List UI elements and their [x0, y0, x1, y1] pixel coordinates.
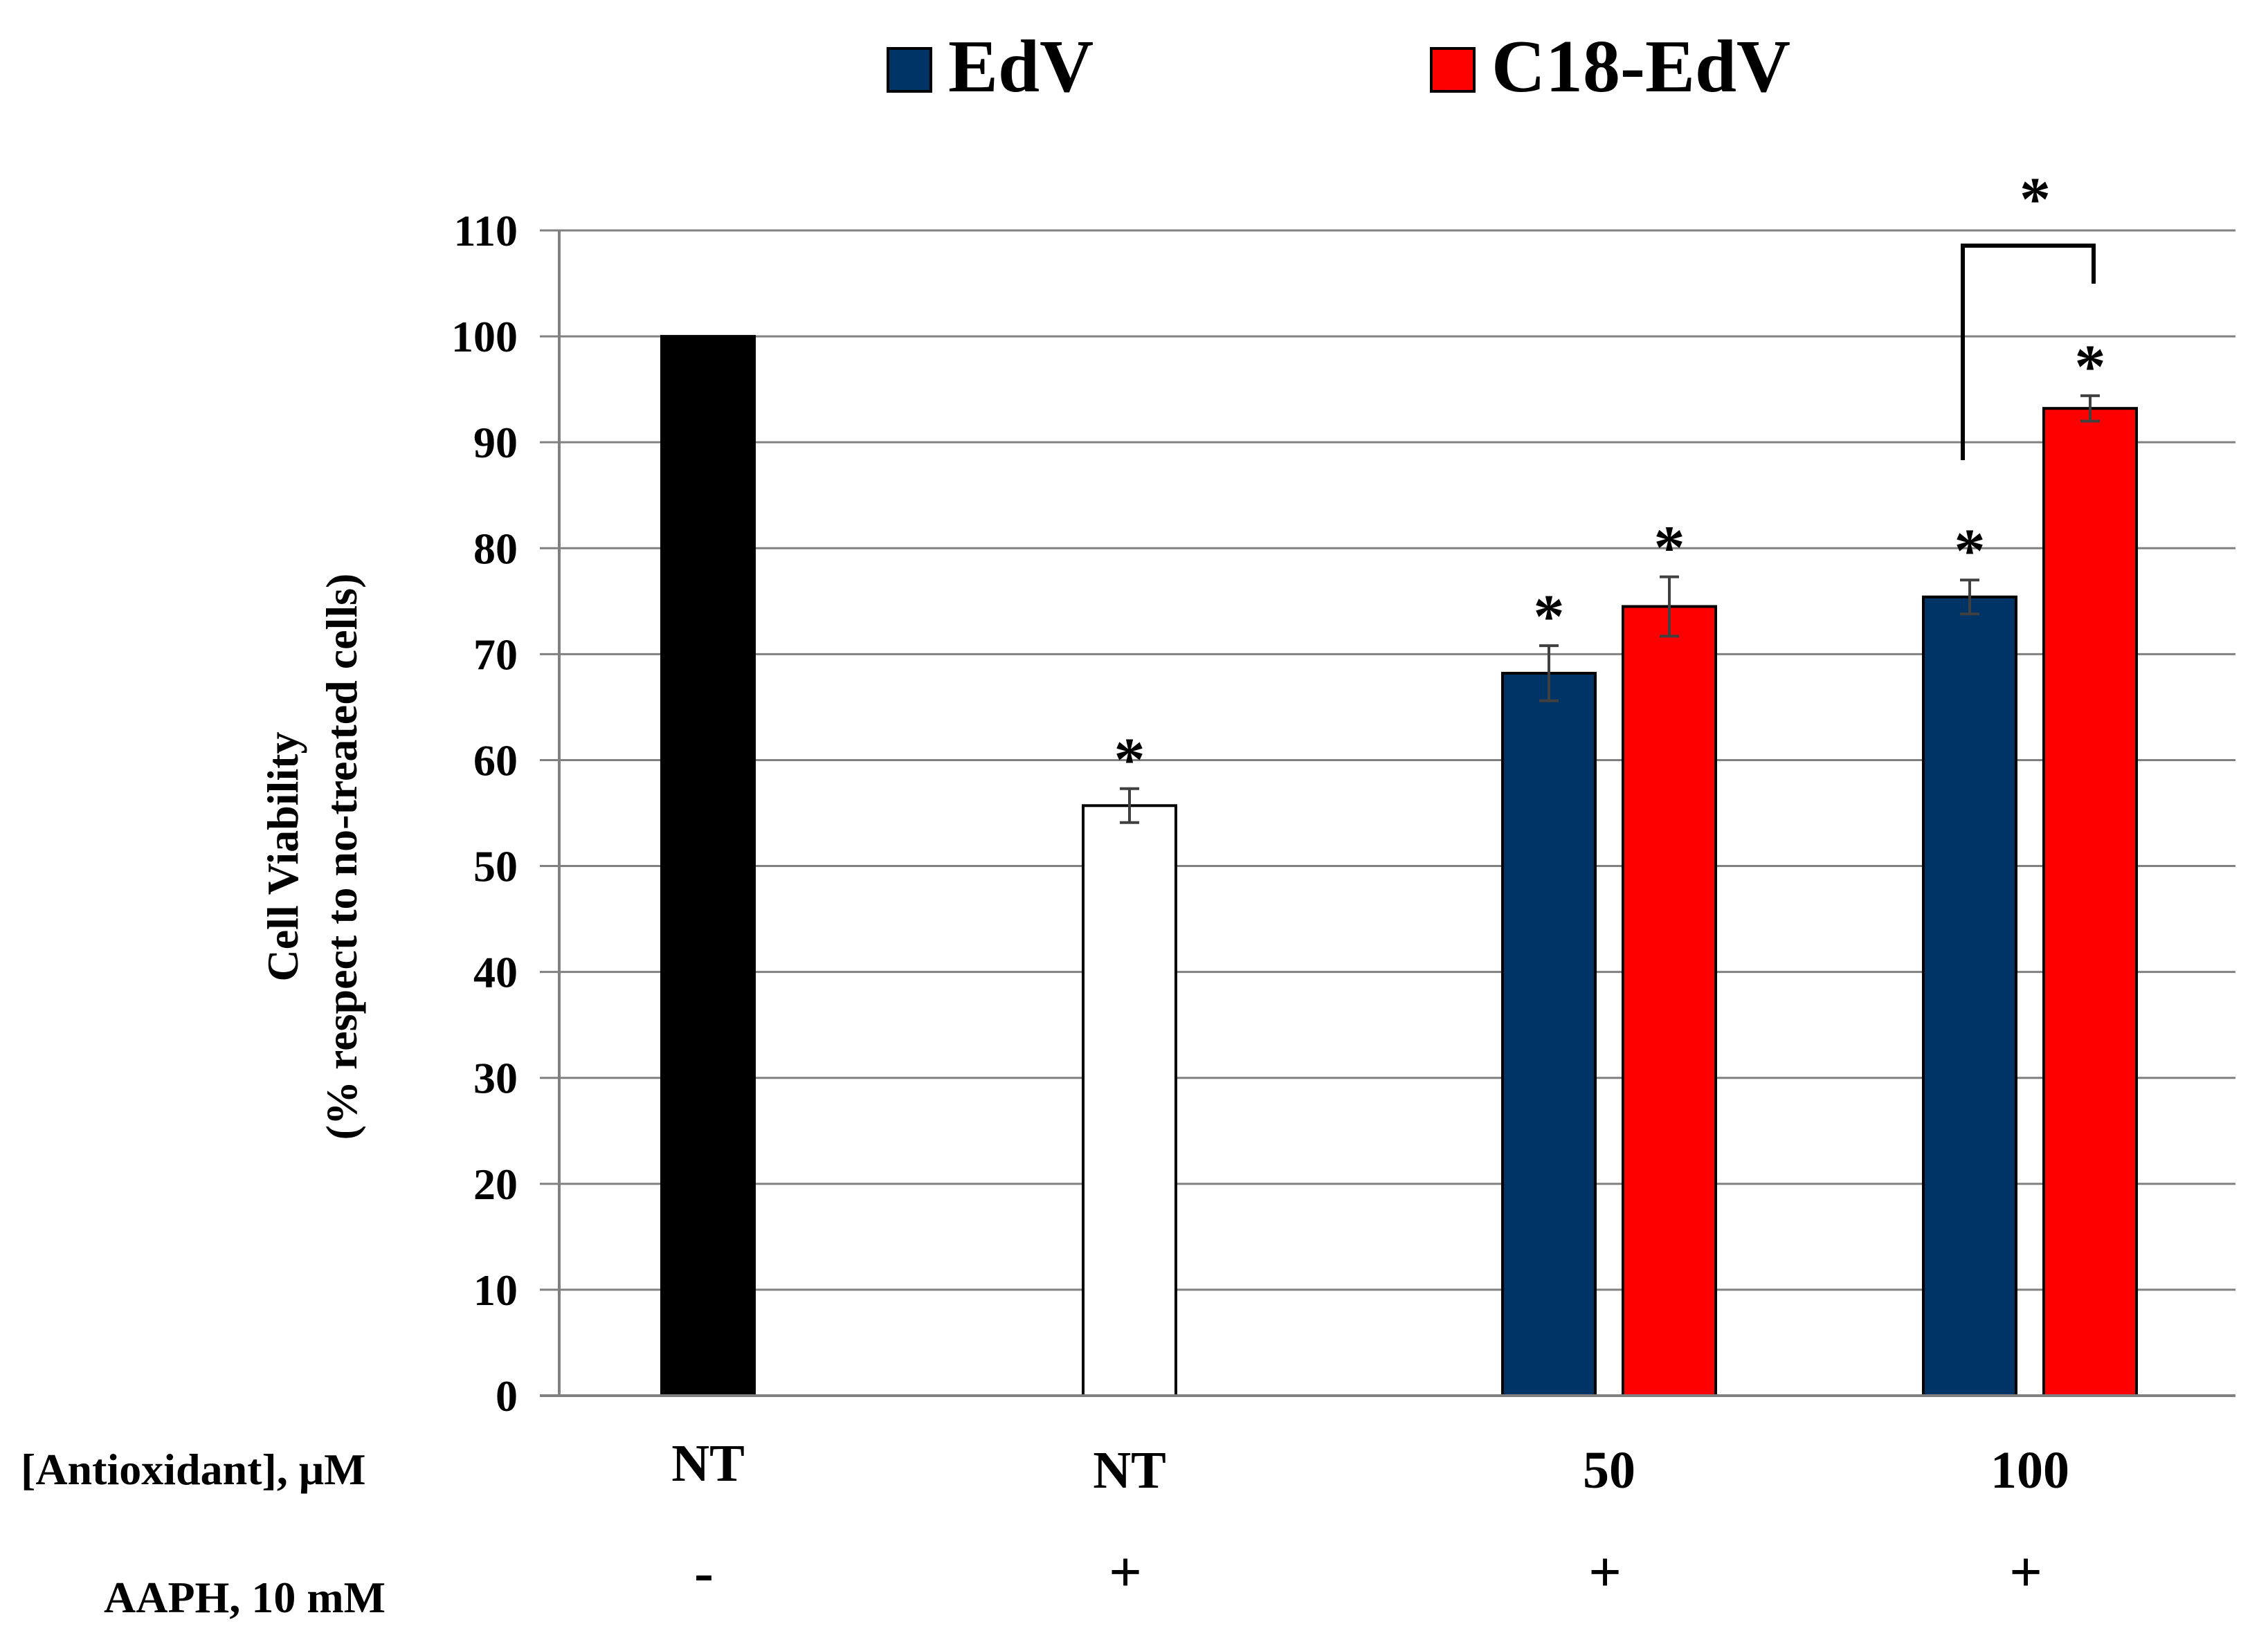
- y-tick-label: 0: [496, 1371, 518, 1421]
- y-tick-label: 50: [473, 842, 518, 891]
- legend-swatch-edv: [887, 47, 932, 93]
- aaph-label: +: [1588, 1540, 1622, 1605]
- y-tick-label: 100: [451, 312, 518, 361]
- y-tick-label: 40: [473, 948, 518, 997]
- significance-bracket: [1961, 244, 2096, 460]
- significance-star: *: [1114, 726, 1145, 794]
- significance-star: *: [1954, 517, 1986, 585]
- bracket-star: *: [2020, 165, 2051, 234]
- y-tick-label: 20: [473, 1160, 518, 1209]
- y-axis-ticks: 0 10 20 30 40 50 60 70 80 90 100 110: [451, 206, 518, 1421]
- y-tick-label: 110: [454, 206, 518, 255]
- bar-control: [660, 335, 756, 1397]
- axes: [540, 230, 2235, 1397]
- bar-aaph-only: [1082, 804, 1177, 1398]
- legend: EdV C18-EdV: [887, 26, 1790, 108]
- aaph-label: +: [2009, 1540, 2042, 1605]
- antioxidant-row-label: [Antioxidant], μM: [21, 1445, 366, 1494]
- legend-label-c18-edv: C18-EdV: [1491, 26, 1790, 108]
- y-tick-label: 90: [473, 418, 518, 467]
- legend-swatch-c18-edv: [1430, 47, 1476, 93]
- antioxidant-label: NT: [671, 1434, 745, 1493]
- bar-edv: [1922, 595, 2017, 1397]
- y-tick-label: 30: [473, 1054, 518, 1103]
- y-tick-label: 10: [473, 1266, 518, 1315]
- bar-c18-edv: [1622, 605, 1717, 1397]
- bar-c18-edv: [2042, 407, 2138, 1397]
- x-row-labels: NT - NT +50 +100 +: [671, 1434, 2069, 1605]
- aaph-label: -: [694, 1540, 714, 1605]
- legend-label-edv: EdV: [948, 26, 1094, 108]
- aaph-label: +: [1109, 1540, 1142, 1605]
- significance-star: *: [2075, 333, 2106, 401]
- y-tick-label: 80: [473, 524, 518, 573]
- antioxidant-label: NT: [1093, 1441, 1166, 1499]
- significance-star: *: [1654, 514, 1685, 583]
- antioxidant-label: 100: [1990, 1441, 2069, 1499]
- y-axis-label-line2: (% respect to no-treated cells): [317, 574, 366, 1140]
- y-tick-label: 70: [473, 630, 518, 679]
- antioxidant-label: 50: [1583, 1441, 1635, 1499]
- bar-edv: [1501, 671, 1597, 1397]
- y-tick-label: 60: [473, 736, 518, 785]
- aaph-row-label: AAPH, 10 mM: [104, 1573, 385, 1622]
- significance-star: *: [1534, 583, 1565, 651]
- y-axis-label-line1: Cell Viability: [258, 732, 307, 982]
- annotations: * * * * * *: [1114, 165, 2106, 794]
